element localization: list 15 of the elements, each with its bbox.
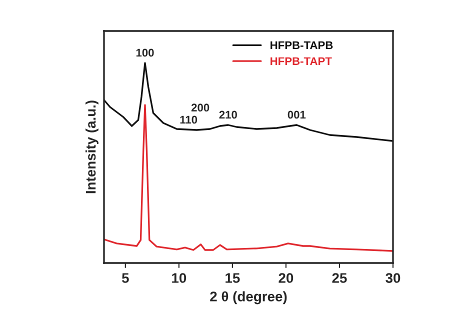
x-axis-title: 2 θ (degree) xyxy=(210,291,287,304)
x-tick-label: 25 xyxy=(332,273,347,283)
annotation: 210 xyxy=(219,110,237,119)
x-tick-label: 20 xyxy=(278,273,294,283)
annotation: 200 xyxy=(191,104,210,112)
x-tick-label: 5 xyxy=(122,273,129,283)
annotation: 110 xyxy=(180,116,198,124)
y-axis-title: Intensity (a.u.) xyxy=(85,100,98,194)
annotation: 100 xyxy=(136,48,154,57)
legend-label: HFPB-TAPT xyxy=(270,57,332,65)
x-tick-label: 30 xyxy=(386,273,400,283)
annotation: 001 xyxy=(288,110,306,119)
x-tick-label: 10 xyxy=(172,273,186,283)
x-tick-label: 15 xyxy=(226,273,240,283)
legend-label: HFPB-TAPB xyxy=(270,41,333,50)
